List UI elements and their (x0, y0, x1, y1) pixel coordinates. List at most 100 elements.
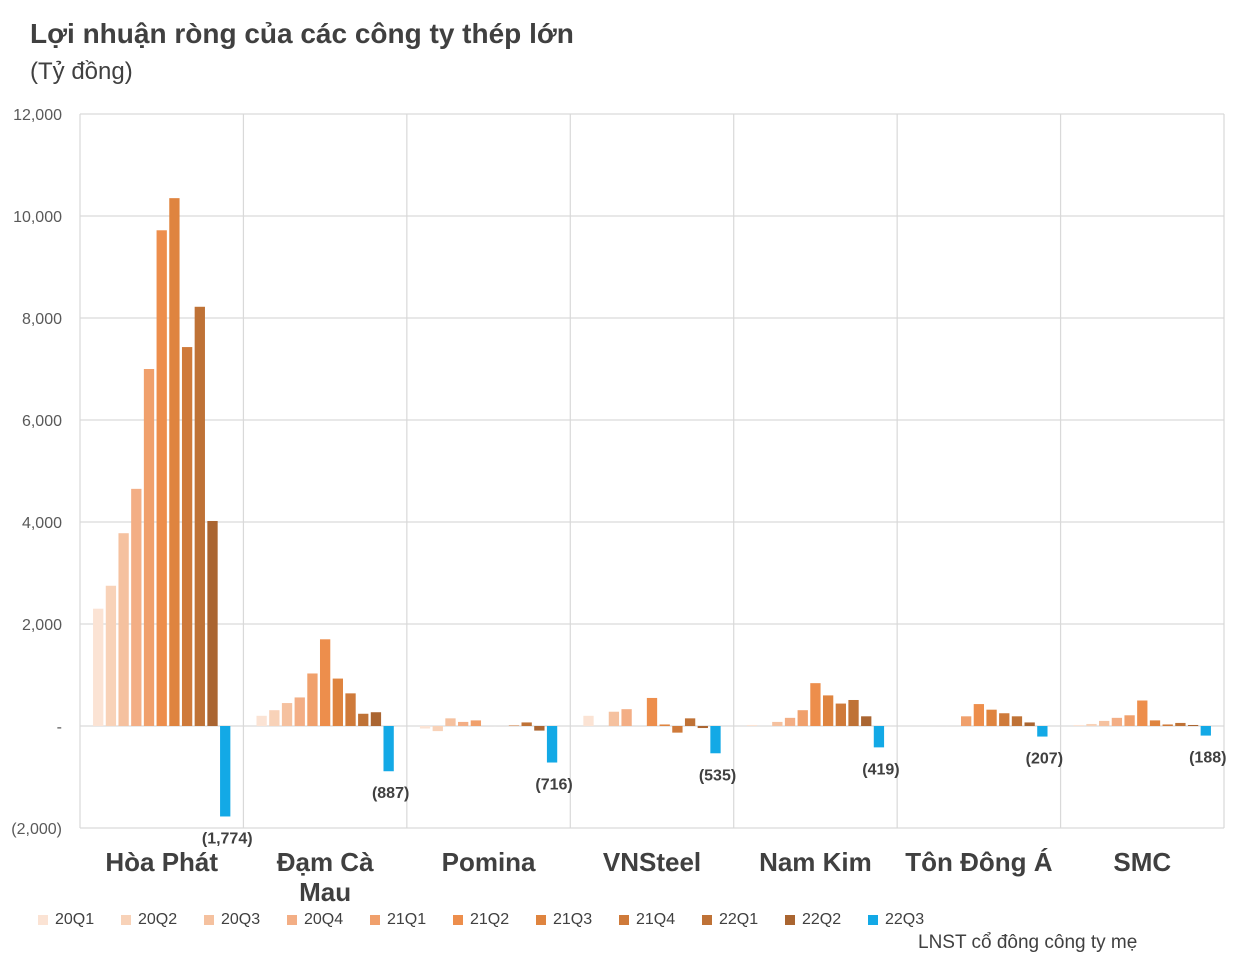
legend-item: 22Q2 (785, 911, 868, 929)
bar (1162, 724, 1173, 726)
bar (156, 230, 167, 726)
bar (194, 306, 205, 726)
bar (1200, 726, 1211, 736)
bar (445, 718, 456, 726)
x-category-label: Đạm Cà Mau (277, 847, 374, 907)
bar (131, 488, 142, 726)
bar (861, 716, 872, 726)
chart-title: Lợi nhuận ròng của các công ty thép lớn (30, 18, 574, 49)
x-category-label: Pomina (442, 847, 536, 877)
chart-unit: (Tỷ đồng) (30, 58, 133, 85)
bar (1175, 722, 1186, 726)
bar (358, 713, 369, 726)
bar (1073, 724, 1084, 726)
bar (1111, 717, 1123, 726)
legend-label: 21Q2 (470, 911, 510, 928)
bar (345, 693, 356, 726)
legend-swatch (370, 915, 380, 925)
bar (1124, 715, 1135, 726)
data-label: (716) (535, 777, 572, 794)
bar (1086, 723, 1097, 726)
legend-swatch (536, 915, 546, 925)
legend-label: 21Q4 (636, 911, 676, 928)
legend-label: 22Q2 (802, 911, 842, 928)
legend-label: 22Q3 (885, 911, 925, 928)
y-tick-label: 2,000 (22, 617, 62, 634)
bar (419, 726, 431, 729)
legend: 20Q1 20Q2 20Q3 20Q4 21Q1 21Q2 21Q3 21Q4 22Q1 22Q2… (38, 907, 951, 933)
bar (746, 724, 758, 726)
bar (646, 697, 658, 726)
category-separators (79, 114, 1225, 828)
legend-item: 21Q3 (536, 911, 619, 929)
bar (822, 695, 834, 726)
legend-item: 22Q1 (702, 911, 785, 929)
legend-label: 21Q1 (387, 911, 427, 928)
bar (93, 608, 104, 726)
data-label: (887) (372, 785, 409, 802)
bar (1037, 726, 1048, 737)
bars (93, 198, 1211, 817)
y-tick-label: 12,000 (13, 107, 62, 124)
bar (1099, 720, 1110, 726)
bar (383, 726, 394, 772)
bar (169, 198, 180, 726)
x-category-label: Tôn Đông Á (905, 847, 1053, 877)
data-label: (419) (862, 761, 899, 778)
bar (772, 721, 783, 726)
bar (810, 683, 821, 726)
bar (1137, 700, 1148, 726)
legend-swatch (287, 915, 297, 925)
bar (784, 717, 796, 726)
bar (432, 726, 443, 732)
bar (143, 369, 155, 726)
data-label: (535) (699, 767, 736, 784)
data-label: (1,774) (202, 830, 253, 847)
legend-item: 21Q1 (370, 911, 453, 929)
bar (1024, 722, 1035, 726)
bar (294, 697, 305, 726)
x-category-label: SMC (1113, 847, 1171, 877)
bar (1187, 724, 1199, 726)
y-tick-label: 8,000 (22, 311, 62, 328)
bar (797, 710, 808, 726)
bar (319, 639, 331, 726)
bar (269, 710, 280, 726)
legend-swatch (619, 915, 629, 925)
x-category-label: Nam Kim (759, 847, 872, 877)
footnote: LNST cổ đông công ty mẹ (918, 932, 1138, 953)
y-axis-ticks: (2,000) - 2,000 4,000 6,000 8,000 10,000 12,000 (11, 107, 62, 838)
bar (458, 721, 469, 726)
legend-label: 20Q2 (138, 911, 178, 928)
bar (1011, 716, 1023, 726)
bar (181, 347, 193, 726)
bar (256, 715, 267, 726)
bar (307, 673, 318, 726)
legend-item: 20Q2 (121, 911, 204, 929)
bar (961, 716, 972, 726)
legend-swatch (868, 915, 878, 925)
data-label: (207) (1026, 751, 1063, 768)
x-category-label: VNSteel (603, 847, 701, 877)
legend-swatch (204, 915, 214, 925)
data-labels: (1,774) (887) (716) (535) (419) (207) (188) (202, 750, 1227, 848)
y-tick-label: 10,000 (13, 209, 62, 226)
bar (521, 722, 532, 726)
x-category-label: Hòa Phát (105, 847, 218, 877)
y-tick-label: (2,000) (11, 821, 62, 838)
bar (534, 726, 545, 731)
y-tick-label: - (57, 719, 62, 736)
legend-label: 20Q3 (221, 911, 261, 928)
bar (546, 726, 558, 763)
legend-item: 22Q3 (868, 911, 951, 929)
bar (370, 712, 382, 726)
bar (470, 720, 482, 726)
legend-label: 21Q3 (553, 911, 593, 928)
bar (710, 726, 721, 754)
data-label: (188) (1189, 750, 1226, 767)
legend-swatch (121, 915, 131, 925)
bar (697, 726, 708, 729)
bar (835, 703, 846, 726)
bar (508, 725, 520, 726)
